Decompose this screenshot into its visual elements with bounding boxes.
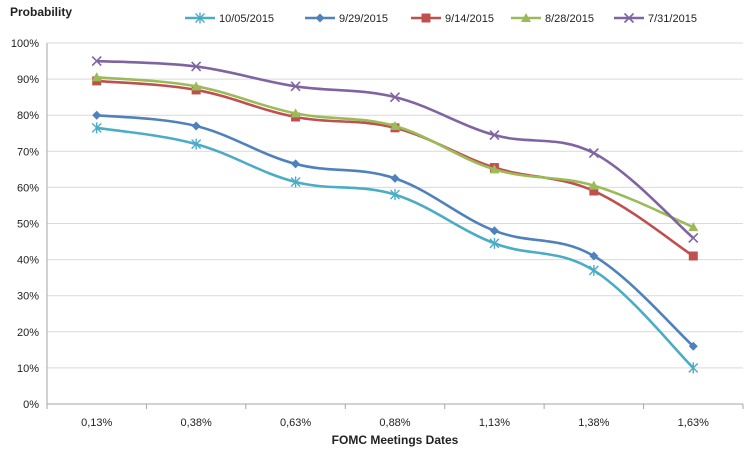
data-point <box>390 121 400 131</box>
series-line <box>96 79 694 258</box>
legend-label: 7/31/2015 <box>648 13 697 25</box>
legend-marker <box>421 13 431 23</box>
data-point <box>688 251 698 261</box>
x-tick-label: 1,63% <box>678 417 709 429</box>
data-point <box>389 92 401 103</box>
data-point <box>588 148 599 159</box>
y-tick-label: 80% <box>17 110 39 122</box>
data-point <box>290 108 301 118</box>
legend-item: 9/29/2015 <box>305 13 388 25</box>
x-tick-label: 0,63% <box>280 417 311 429</box>
data-point <box>688 232 699 244</box>
legend-label: 9/14/2015 <box>445 13 494 25</box>
y-axis-title: Probability <box>10 5 72 19</box>
data-point <box>589 251 599 261</box>
y-tick-label: 60% <box>17 182 39 194</box>
x-tick-label: 0,38% <box>181 417 212 429</box>
legend: 10/05/2015 9/29/2015 9/14/2015 8/28/2015 7/3… <box>185 12 697 25</box>
y-tick-label: 0% <box>23 399 39 411</box>
data-point <box>91 122 102 134</box>
data-point <box>589 186 599 196</box>
data-point <box>489 226 499 236</box>
y-tick-label: 20% <box>17 327 39 339</box>
series-4 <box>91 55 699 244</box>
data-point <box>191 61 202 72</box>
axes: 0% 10% 20% 30% 40% 50% 60% 70% 80% 90% 100% 0,13% 0,… <box>11 38 744 429</box>
data-point <box>91 72 102 82</box>
x-tick-label: 0,88% <box>379 417 410 429</box>
legend-label: 10/05/2015 <box>219 13 274 25</box>
series-3 <box>91 72 699 232</box>
data-point <box>191 121 201 131</box>
series-line <box>96 76 694 229</box>
y-tick-label: 70% <box>17 146 39 158</box>
data-point <box>588 264 599 276</box>
legend-marker <box>521 13 531 22</box>
data-point <box>92 110 102 120</box>
series-line <box>96 113 695 348</box>
legend-item: 9/14/2015 <box>411 13 494 25</box>
data-point <box>290 176 301 188</box>
y-tick-label: 100% <box>11 38 39 50</box>
gridlines <box>47 42 743 369</box>
series <box>91 55 699 374</box>
y-tick-label: 90% <box>17 74 39 86</box>
data-point <box>588 180 599 190</box>
x-tick-label: 0,13% <box>81 417 112 429</box>
y-tick-label: 10% <box>17 363 39 375</box>
x-axis-title: FOMC Meetings Dates <box>332 433 459 447</box>
legend-marker <box>315 13 325 23</box>
series-2 <box>92 76 698 261</box>
y-tick-label: 50% <box>17 219 39 231</box>
data-point <box>390 173 400 183</box>
data-point <box>290 81 301 92</box>
series-1 <box>92 110 698 351</box>
data-point <box>390 189 400 201</box>
legend-item: 7/31/2015 <box>614 12 697 25</box>
y-tick-label: 30% <box>17 291 39 303</box>
x-tick-label: 1,38% <box>578 417 609 429</box>
series-0 <box>91 122 699 374</box>
data-point <box>688 362 699 374</box>
legend-item: 10/05/2015 <box>185 12 274 25</box>
legend-label: 8/28/2015 <box>545 13 594 25</box>
legend-marker <box>195 12 205 24</box>
data-point <box>489 237 500 249</box>
x-tick-label: 1,13% <box>479 417 510 429</box>
data-point <box>191 81 202 91</box>
legend-item: 8/28/2015 <box>511 13 594 25</box>
data-point <box>688 341 698 351</box>
data-point <box>191 138 202 150</box>
data-point <box>688 222 699 232</box>
legend-marker <box>623 12 635 24</box>
data-point <box>291 159 301 169</box>
data-point <box>489 164 500 174</box>
data-point <box>91 55 102 67</box>
y-tick-label: 40% <box>17 255 39 267</box>
data-point <box>489 129 500 141</box>
legend-label: 9/29/2015 <box>339 13 388 25</box>
